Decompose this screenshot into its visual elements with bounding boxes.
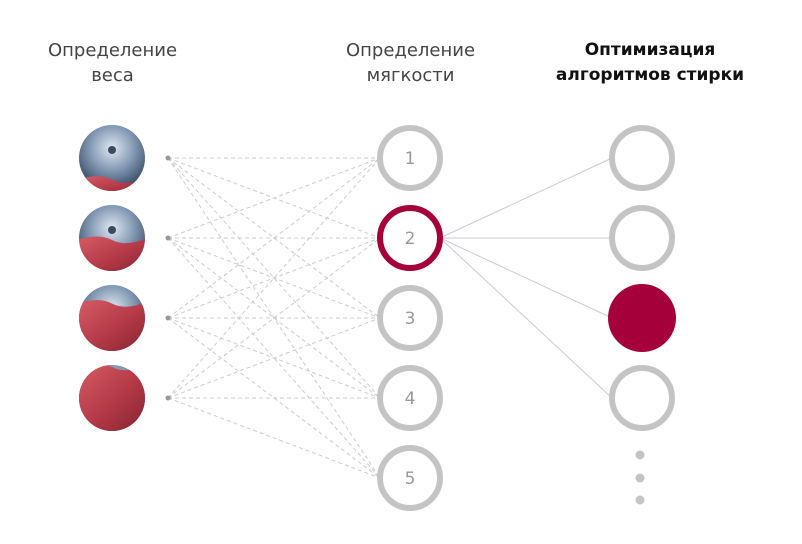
connection-line [167, 157, 381, 399]
connection-line [167, 237, 381, 399]
softness-node-4 [377, 365, 443, 431]
connection-line [167, 317, 381, 399]
connection-line [167, 317, 381, 479]
connection-line-selected [439, 237, 613, 319]
drum-image [79, 285, 145, 351]
softness-node-label: 2 [405, 229, 416, 249]
softness-node-2 [377, 205, 443, 271]
drum-center [108, 226, 116, 234]
algorithm-node-selected [608, 284, 676, 352]
softness-node-5 [377, 445, 443, 511]
softness-node-3 [377, 285, 443, 351]
weight-level-image [79, 205, 145, 271]
header-softness-line2: мягкости [366, 65, 455, 86]
fabric-fill [79, 236, 145, 271]
connection-line [167, 157, 381, 399]
fabric-fill [79, 175, 145, 191]
softness-node-label: 5 [405, 469, 416, 489]
header-weight: Определение веса [20, 38, 205, 88]
header-algorithm-line1: Оптимизация [584, 40, 716, 60]
algorithm-node [609, 205, 675, 271]
header-algorithm: Оптимизация алгоритмов стирки [545, 38, 755, 88]
connection-line [167, 157, 381, 319]
softness-node-label: 3 [405, 309, 416, 329]
weight-dot [165, 315, 171, 321]
header-weight-line2: веса [91, 65, 134, 86]
ellipsis-dot [635, 473, 645, 483]
weight-dot [165, 155, 171, 161]
weight-level-image [79, 125, 145, 191]
connection-line [167, 237, 381, 479]
fabric-fill [79, 365, 145, 431]
connection-line [167, 157, 381, 319]
header-weight-line1: Определение [47, 40, 178, 61]
weight-dot [165, 395, 171, 401]
connection-line-selected [439, 157, 613, 239]
weight-level-image [79, 285, 145, 351]
weight-level-image [79, 365, 145, 431]
algorithm-node [609, 365, 675, 431]
header-algorithm-line2: алгоритмов стирки [555, 65, 745, 85]
header-softness: Определение мягкости [318, 38, 503, 88]
connection-line [167, 157, 381, 239]
ellipsis-dot [635, 495, 645, 505]
softness-node-label: 1 [405, 149, 416, 169]
header-softness-line1: Определение [345, 40, 476, 61]
softness-node-label: 4 [405, 389, 416, 409]
connection-line [167, 237, 381, 319]
connection-line [167, 237, 381, 399]
drum-image [79, 205, 145, 271]
softness-node-1 [377, 125, 443, 191]
connection-line [167, 397, 381, 479]
fabric-fill [79, 299, 145, 351]
drum-image [79, 365, 145, 431]
algorithm-node [609, 125, 675, 191]
connection-line-selected [439, 237, 613, 399]
weight-dot [165, 235, 171, 241]
drum-image [79, 125, 145, 191]
drum-center [108, 146, 116, 154]
ellipsis-dot [635, 450, 645, 460]
